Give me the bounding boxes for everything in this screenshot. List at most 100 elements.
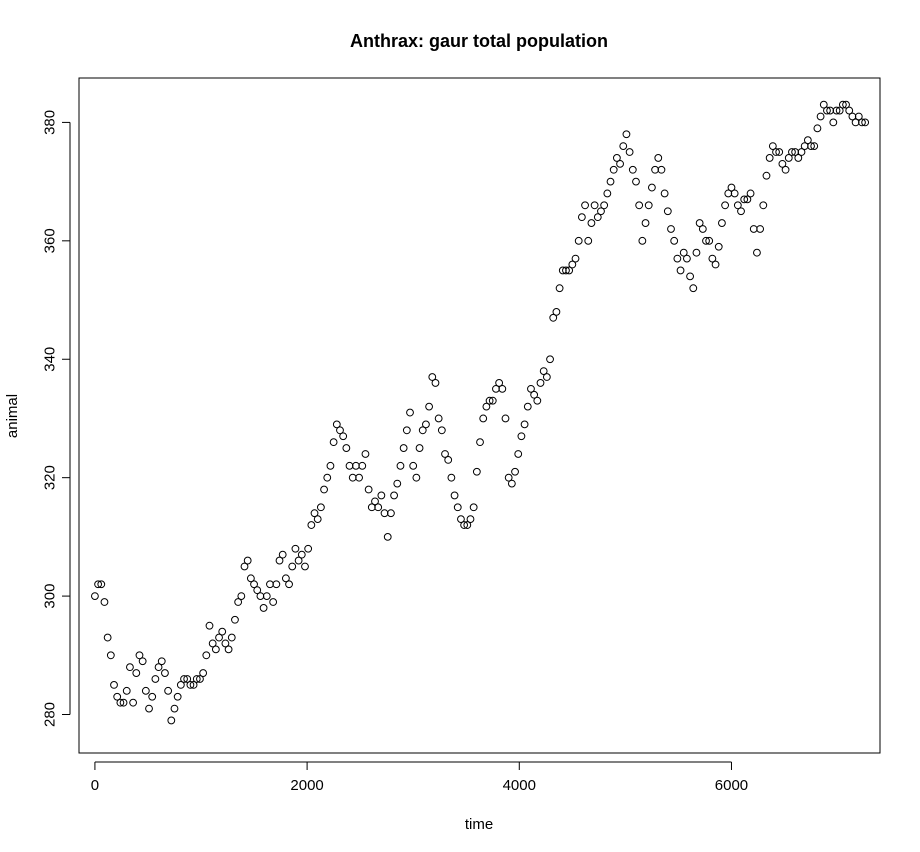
data-point [100,598,109,606]
x-tick-label: 2000 [290,777,323,794]
data-point [644,201,653,210]
data-point [215,633,223,642]
data-point [778,159,787,168]
data-point [727,183,736,192]
y-tick-label: 360 [42,228,59,253]
y-tick-label: 320 [42,465,59,490]
data-point [192,675,201,683]
data-point [396,461,405,470]
data-point [164,686,173,695]
data-point [253,586,262,595]
data-point [488,396,497,405]
data-point [686,272,694,281]
data-point [176,681,185,689]
y-tick-label: 340 [42,347,59,372]
data-point [170,704,179,713]
data-point [307,521,316,529]
data-point [377,491,386,500]
data-point [313,515,322,524]
data-point [533,396,542,405]
data-point [762,171,771,180]
data-point [390,491,398,500]
data-point [161,669,169,677]
data-point [266,580,274,589]
data-point [374,503,383,512]
data-point [759,201,768,210]
data-point [167,716,176,725]
data-point [157,657,166,666]
data-point [845,106,854,115]
y-axis-title: animal [4,394,21,438]
data-point [689,284,698,293]
y-axis: 280 300 320 340 360 380 [42,110,71,727]
data-point [683,254,691,263]
data-point [383,532,392,541]
data-point [250,580,258,589]
data-point [539,367,548,375]
data-point [705,236,714,245]
y-tick-label: 380 [42,110,59,135]
data-point [737,207,745,216]
data-point [243,556,252,565]
data-point [603,189,612,198]
x-axis-title: time [465,816,493,833]
data-point [281,574,290,583]
data-point [380,509,389,518]
data-point [409,461,418,470]
data-point [616,159,624,168]
data-point [635,201,644,210]
data-point [590,201,599,210]
data-point [399,444,408,452]
data-point [339,432,348,441]
data-point [472,467,481,476]
data-point [768,142,777,150]
data-point [326,461,335,470]
data-point [749,225,758,233]
data-point [597,207,605,216]
data-point [199,669,208,677]
data-point [753,248,761,257]
data-point [116,698,125,707]
data-point [638,236,647,245]
data-point [437,426,446,435]
data-point [297,550,306,559]
data-point [670,236,679,245]
data-point [285,580,293,589]
data-point [813,124,822,133]
data-point [807,142,815,150]
data-point [628,165,637,174]
data-point [772,148,780,156]
data-point [237,592,246,600]
data-point [186,681,195,689]
data-point [406,408,414,417]
data-point [387,509,395,518]
data-point [536,379,545,387]
data-point [393,479,402,488]
data-point [453,503,462,512]
data-point [441,450,449,458]
data-point [466,515,475,524]
data-point [126,663,134,672]
data-point [358,461,367,470]
data-point [756,225,765,233]
x-tick-label: 6000 [715,777,748,794]
data-point [698,225,707,233]
data-point [692,248,701,257]
data-point [609,165,618,174]
data-point [345,461,354,470]
data-point [612,154,621,162]
data-point [422,420,430,429]
plot-frame [78,77,881,754]
data-point [676,266,685,275]
data-point [231,615,239,624]
data-point [765,154,774,162]
data-point [110,681,118,689]
data-point [431,379,440,387]
data-point [523,402,532,411]
data-point [781,165,790,174]
data-point [428,373,437,381]
data-point [861,118,870,127]
data-point [555,284,564,293]
data-point [348,473,357,482]
data-point [106,651,115,660]
